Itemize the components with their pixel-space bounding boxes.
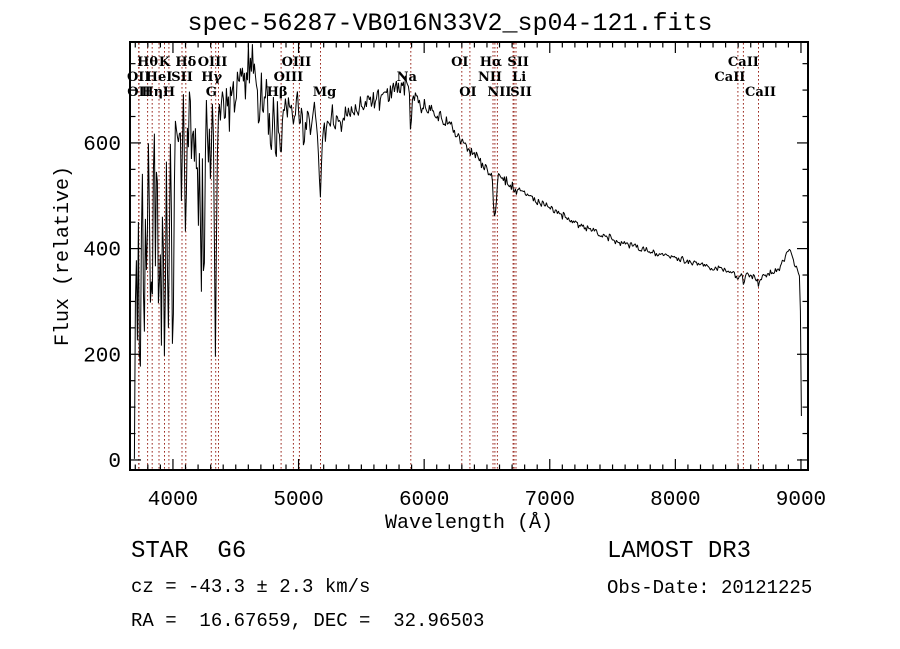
ra-dec-label: RA = 16.67659, DEC = 32.96503 (131, 610, 485, 632)
object-class-label: STAR G6 (131, 538, 247, 565)
spectral-line-label: HeI (146, 70, 173, 85)
spectral-line-label: OIII (198, 55, 228, 70)
spectral-line-label: Hα (480, 55, 502, 70)
spectral-line-label: SII (510, 85, 532, 100)
y-tick-label: 600 (83, 134, 121, 157)
spectral-line-label: OI (459, 85, 476, 100)
y-tick-label: 200 (83, 345, 121, 368)
obs-date-label: Obs-Date: 20121225 (607, 577, 813, 599)
spectral-line-label: CaII (745, 85, 776, 100)
spectral-line-label: Hγ (201, 70, 222, 85)
survey-label: LAMOST DR3 (607, 538, 752, 565)
spectral-line-label: SII (171, 70, 193, 85)
x-tick-label: 8000 (650, 489, 700, 512)
plot-title: spec-56287-VB016N33V2_sp04-121.fits (187, 9, 713, 38)
x-tick-label: 9000 (776, 489, 826, 512)
spectral-line-label: NII (478, 70, 502, 85)
spectral-line-label: Hδ (175, 55, 196, 70)
x-tick-label: 6000 (399, 489, 449, 512)
spectral-line-label: Hβ (267, 85, 288, 100)
x-axis-label: Wavelength (Å) (385, 512, 553, 535)
spectral-line-label: Mg (313, 85, 336, 100)
spectral-line-label: CaII (728, 55, 759, 70)
spectral-line-label: H (163, 85, 175, 100)
spectral-line-label: OI (451, 55, 468, 70)
spectral-line-label: CaII (714, 70, 745, 85)
spectral-line-label: OIII (274, 70, 304, 85)
spectrum-curve (133, 44, 802, 459)
spectral-line-label: Hη (141, 85, 163, 100)
spectral-line-label: NII (487, 85, 511, 100)
plot-frame (129, 41, 809, 471)
spectral-line-label: G (206, 85, 217, 100)
spectral-line-label: K (159, 55, 171, 70)
y-tick-label: 400 (83, 240, 121, 263)
y-tick-label: 0 (108, 451, 121, 474)
x-tick-label: 4000 (148, 489, 198, 512)
y-axis-label: Flux (relative) (52, 166, 75, 346)
x-tick-label: 5000 (273, 489, 323, 512)
spectral-line-label: OII (127, 70, 151, 85)
spectral-line-label: SII (507, 55, 529, 70)
x-tick-label: 7000 (525, 489, 575, 512)
spectral-line-label: OII (127, 85, 151, 100)
spectral-line-label: OIII (282, 55, 312, 70)
spectral-line-label: Hθ (137, 55, 158, 70)
cz-velocity-label: cz = -43.3 ± 2.3 km/s (131, 576, 371, 598)
spectral-line-label: Li (512, 70, 526, 85)
spectral-line-label: Na (397, 70, 418, 85)
